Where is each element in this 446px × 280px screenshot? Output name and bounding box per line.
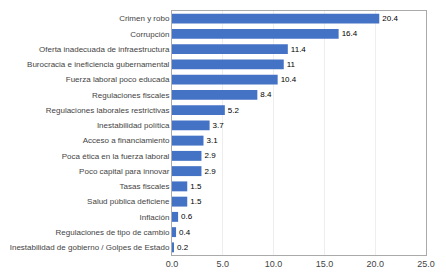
svg-text:Regulaciones laborales restric: Regulaciones laborales restrictivas <box>46 106 170 115</box>
svg-text:5.2: 5.2 <box>228 106 240 115</box>
svg-text:3.1: 3.1 <box>207 136 219 145</box>
svg-text:15.0: 15.0 <box>316 259 334 269</box>
svg-text:10.0: 10.0 <box>265 259 283 269</box>
svg-text:8.4: 8.4 <box>260 90 272 99</box>
svg-text:Corrupción: Corrupción <box>130 30 169 39</box>
svg-text:Poco capital para innovar: Poco capital para innovar <box>79 167 170 176</box>
svg-text:20.4: 20.4 <box>382 14 398 23</box>
svg-text:10.4: 10.4 <box>281 75 297 84</box>
svg-text:2.9: 2.9 <box>204 167 216 176</box>
svg-text:Fuerza laboral poco educada: Fuerza laboral poco educada <box>66 75 170 84</box>
svg-text:5.0: 5.0 <box>217 259 230 269</box>
svg-text:Regulaciones fiscales: Regulaciones fiscales <box>92 91 169 100</box>
svg-text:Regulaciones de tipo de cambio: Regulaciones de tipo de cambio <box>56 228 170 237</box>
svg-text:0.4: 0.4 <box>179 228 191 237</box>
svg-text:Tasas fiscales: Tasas fiscales <box>120 182 170 191</box>
svg-text:Acceso a financiamiento: Acceso a financiamiento <box>83 136 170 145</box>
svg-text:16.4: 16.4 <box>342 29 358 38</box>
svg-text:0.6: 0.6 <box>181 212 193 221</box>
svg-text:Salud pública deficiene: Salud pública deficiene <box>87 197 170 206</box>
svg-text:Inflación: Inflación <box>140 213 170 222</box>
svg-text:11.4: 11.4 <box>291 45 307 54</box>
svg-text:2.9: 2.9 <box>204 151 216 160</box>
svg-text:1.5: 1.5 <box>190 182 202 191</box>
svg-text:0.2: 0.2 <box>177 243 189 252</box>
svg-text:Inestabilidad de gobierno / Go: Inestabilidad de gobierno / Golpes de Es… <box>10 243 170 252</box>
svg-text:Oferta inadecuada de infraestr: Oferta inadecuada de infraestructura <box>39 45 170 54</box>
svg-text:Poca ética en la fuerza labora: Poca ética en la fuerza laboral <box>62 152 170 161</box>
svg-text:3.7: 3.7 <box>213 121 225 130</box>
svg-text:25.0: 25.0 <box>417 259 435 269</box>
svg-text:11: 11 <box>287 60 296 69</box>
svg-text:20.0: 20.0 <box>366 259 384 269</box>
svg-text:Crimen y robo: Crimen y robo <box>119 14 170 23</box>
svg-text:Burocracia e ineficiencia gube: Burocracia e ineficiencia gubernamental <box>27 60 170 69</box>
svg-text:Inestabilidad política: Inestabilidad política <box>97 121 170 130</box>
svg-text:1.5: 1.5 <box>190 197 202 206</box>
svg-text:0.0: 0.0 <box>166 259 179 269</box>
